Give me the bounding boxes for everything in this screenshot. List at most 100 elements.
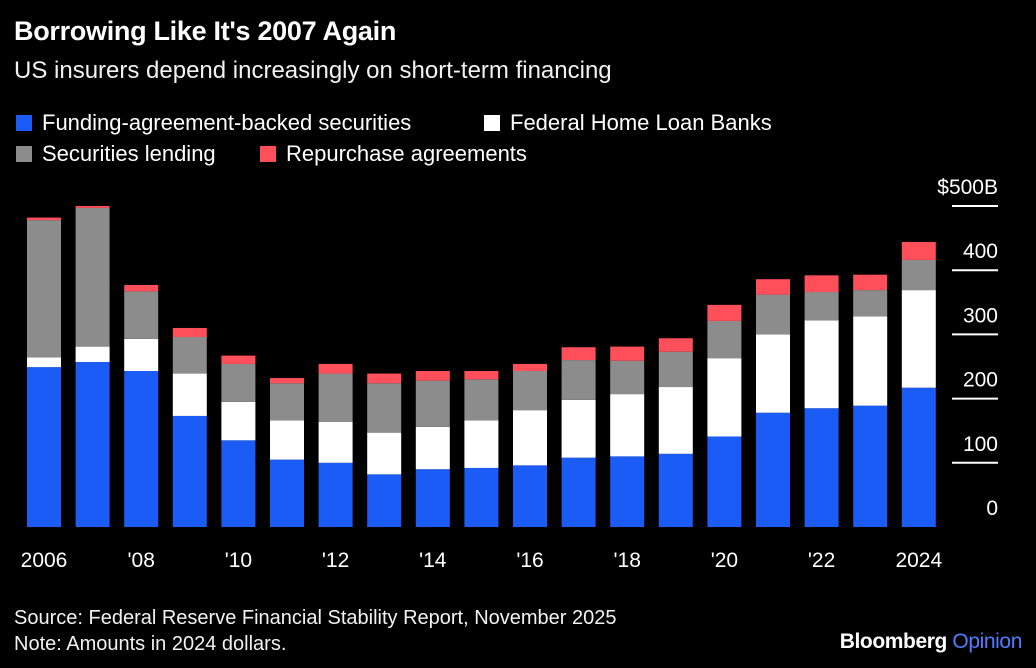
bar-segment [707,304,742,321]
bar-segment [464,379,499,421]
bar-segment [367,474,402,527]
bar-segment [853,290,888,317]
bar-segment [415,469,450,527]
bar-segment [270,378,304,384]
bar-segment [221,355,256,364]
bar-segment [804,292,839,321]
chart-subtitle: US insurers depend increasingly on short… [14,57,612,84]
bar-segment [804,408,839,527]
bar-segment [513,363,547,371]
bar-segment [610,346,645,361]
y-tick-label: $500B [937,176,998,199]
brand-name: Bloomberg [839,630,948,653]
bar-segment [707,436,742,527]
bar-segment [75,362,110,527]
bar-segment [513,370,547,411]
y-tick-label: 0 [986,497,998,520]
bar-segment [901,241,936,260]
legend-item-securities-lending: Securities lending [16,141,216,167]
x-tick-label: '22 [808,549,835,572]
legend-item-fhlb: Federal Home Loan Banks [484,110,772,136]
bar-segment [658,387,693,454]
bar-segment [367,373,402,384]
bar-segment [901,387,936,527]
x-tick-label: '20 [711,549,738,572]
y-tick-label: 300 [963,304,998,327]
x-tick-label: '18 [614,549,641,572]
bar-segment [270,420,304,460]
bar-segment [901,290,936,388]
bar-segment [464,420,499,468]
bar-segment [853,274,888,291]
x-tick-label: '14 [419,549,447,572]
legend-swatch-funding [16,115,32,131]
bar-segment [27,357,61,368]
legend-item-funding: Funding-agreement-backed securities [16,110,411,136]
bar-segment [901,259,936,291]
bar-segment [610,456,645,527]
bar-segment [658,338,693,352]
bar-segment [707,320,742,359]
bar-segment [318,373,353,422]
legend-swatch-repo [260,146,276,162]
source-note: Source: Federal Reserve Financial Stabil… [14,607,617,629]
bar-segment [75,206,110,208]
bar-segment [561,347,596,361]
bar-segment [172,415,207,527]
bar-segment [367,383,402,433]
legend-label-fhlb: Federal Home Loan Banks [510,110,772,135]
legend-item-repo: Repurchase agreements [260,141,527,167]
bar-segment [707,358,742,437]
bar-segment [270,459,304,527]
bar-segment [27,217,61,221]
x-tick-label: 2024 [895,549,942,572]
footnote: Note: Amounts in 2024 dollars. [14,633,287,655]
bar-segment [318,421,353,463]
y-tick-label: 400 [963,240,998,263]
bar-segment [124,284,159,292]
y-tick-label: 100 [963,433,998,456]
bar-segment [124,338,159,371]
bar-segment [756,294,790,335]
bar-segment [464,467,499,527]
x-tick-label: 2006 [21,549,68,572]
bar-segment [221,363,256,402]
bar-segment [124,370,159,527]
bar-segment [464,370,499,380]
bar-segment [318,462,353,527]
legend-swatch-securities-lending [16,146,32,162]
bar-segment [415,426,450,470]
bar-segment [561,457,596,527]
bar-segment [27,367,61,527]
chart-title: Borrowing Like It's 2007 Again [14,16,397,46]
bar-segment [221,440,256,527]
legend-label-repo: Repurchase agreements [286,141,527,166]
bar-segment [610,360,645,395]
brand-suffix: Opinion [952,630,1022,653]
bar-segment [853,316,888,406]
legend-swatch-fhlb [484,115,500,131]
bar-segment [367,432,402,475]
legend-label-funding: Funding-agreement-backed securities [42,110,412,135]
x-tick-label: '12 [322,549,349,572]
bar-segment [513,410,547,466]
bar-segment [75,346,110,363]
bar-segment [415,370,450,381]
y-tick-label: 200 [963,369,998,392]
bar-segment [75,207,110,347]
bar-segment [756,334,790,413]
bar-segment [318,363,353,374]
bar-segment [172,336,207,374]
bar-segment [756,412,790,527]
bar-segment [172,327,207,337]
bar-segment [658,351,693,388]
bar-segment [27,220,61,358]
bar-segment [658,453,693,527]
chart-legend: Funding-agreement-backed securities Fede… [16,110,1016,170]
bar-segment [804,275,839,293]
bar-segment [172,373,207,416]
bar-segment [610,394,645,457]
bar-segment [270,383,304,421]
bar-segment [561,399,596,458]
